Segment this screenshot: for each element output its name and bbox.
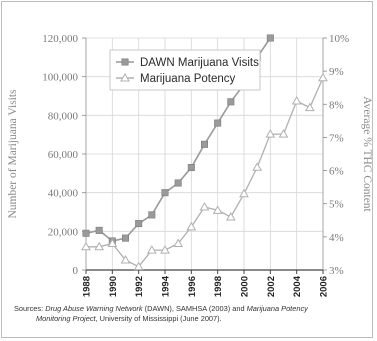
potency-point [318, 72, 328, 82]
dawn-point [214, 119, 222, 127]
x-tick-label: 1994 [161, 275, 172, 297]
right-tick-label: 7% [329, 132, 344, 144]
source-samhsa: (DAWN), SAMHSA (2003) and [142, 304, 247, 313]
legend-entry-label: DAWN Marijuana Visits [140, 57, 259, 69]
left-tick-label: 80,000 [48, 110, 79, 122]
source-university: , University of Mississippi (June 2007). [95, 314, 222, 323]
x-tick-label: 1990 [108, 276, 119, 297]
left-tick-label: 20,000 [48, 226, 79, 238]
potency-point [81, 241, 91, 251]
dawn-point [187, 164, 195, 172]
dawn-point [174, 179, 182, 187]
dawn-point [161, 189, 169, 197]
left-tick-label: 100,000 [42, 72, 78, 84]
x-tick-label: 2000 [240, 276, 251, 297]
x-tick-label: 1996 [187, 276, 198, 297]
potency-point [94, 241, 105, 251]
source-project-title: Monitoring Project [36, 314, 96, 323]
source-prefix: Sources: [14, 304, 46, 313]
dawn-point [201, 140, 209, 148]
potency-point [291, 95, 302, 105]
left-axis-label: Number of Marijuana Visits [7, 89, 19, 219]
dawn-point [227, 98, 235, 106]
dawn-point [135, 220, 143, 228]
legend-swatch-marker [121, 58, 129, 66]
potency-point [199, 202, 210, 211]
potency-point [146, 245, 157, 254]
legend-box [109, 49, 261, 91]
dawn-point [122, 234, 130, 242]
potency-point [212, 205, 223, 214]
dawn-point [95, 226, 103, 234]
dawn-point [266, 34, 274, 42]
x-tick-label: 1988 [82, 276, 93, 297]
legend-swatch-marker [120, 72, 130, 82]
legend-entry-label: Marijuana Potency [140, 73, 235, 85]
potency-point [265, 129, 276, 138]
left-tick-label: 40,000 [48, 188, 79, 200]
potency-point [120, 255, 131, 264]
potency-point [173, 238, 184, 247]
source-note: Sources: Drug Abuse Warning Network (DAW… [14, 304, 364, 324]
potency-point [239, 188, 249, 198]
left-tick-label: 0 [73, 265, 79, 277]
potency-point [278, 129, 289, 138]
source-dawn-title: Drug Abuse Warning Network [45, 304, 143, 313]
potency-point [186, 221, 197, 231]
right-tick-label: 5% [329, 199, 344, 211]
x-tick-label: 2004 [292, 275, 303, 297]
right-tick-label: 6% [329, 166, 344, 178]
dawn-point [82, 229, 90, 237]
right-tick-label: 8% [329, 99, 344, 111]
potency-point [107, 238, 118, 247]
potency-point [304, 102, 315, 112]
potency-point [252, 162, 263, 171]
x-tick-label: 1992 [134, 276, 145, 297]
right-tick-label: 4% [329, 232, 344, 244]
x-tick-label: 1998 [213, 276, 224, 297]
right-tick-label: 3% [329, 265, 344, 277]
potency-point [160, 245, 170, 254]
x-tick-label: 2002 [266, 276, 277, 297]
right-axis-label: Average % THC Content [361, 96, 373, 212]
potency-point [133, 261, 144, 271]
left-tick-label: 60,000 [48, 149, 79, 161]
dawn-point [148, 211, 156, 219]
right-tick-label: 9% [329, 66, 344, 78]
chart: 0 20,000 40,000 60,000 80,000 100,000 120,000 3… [7, 33, 373, 297]
potency-point [225, 211, 236, 221]
right-tick-label: 10% [329, 33, 349, 45]
x-tick-label: 2006 [319, 276, 330, 297]
source-potency-title: Marijuana Potency [246, 304, 308, 313]
left-tick-label: 120,000 [42, 33, 78, 45]
